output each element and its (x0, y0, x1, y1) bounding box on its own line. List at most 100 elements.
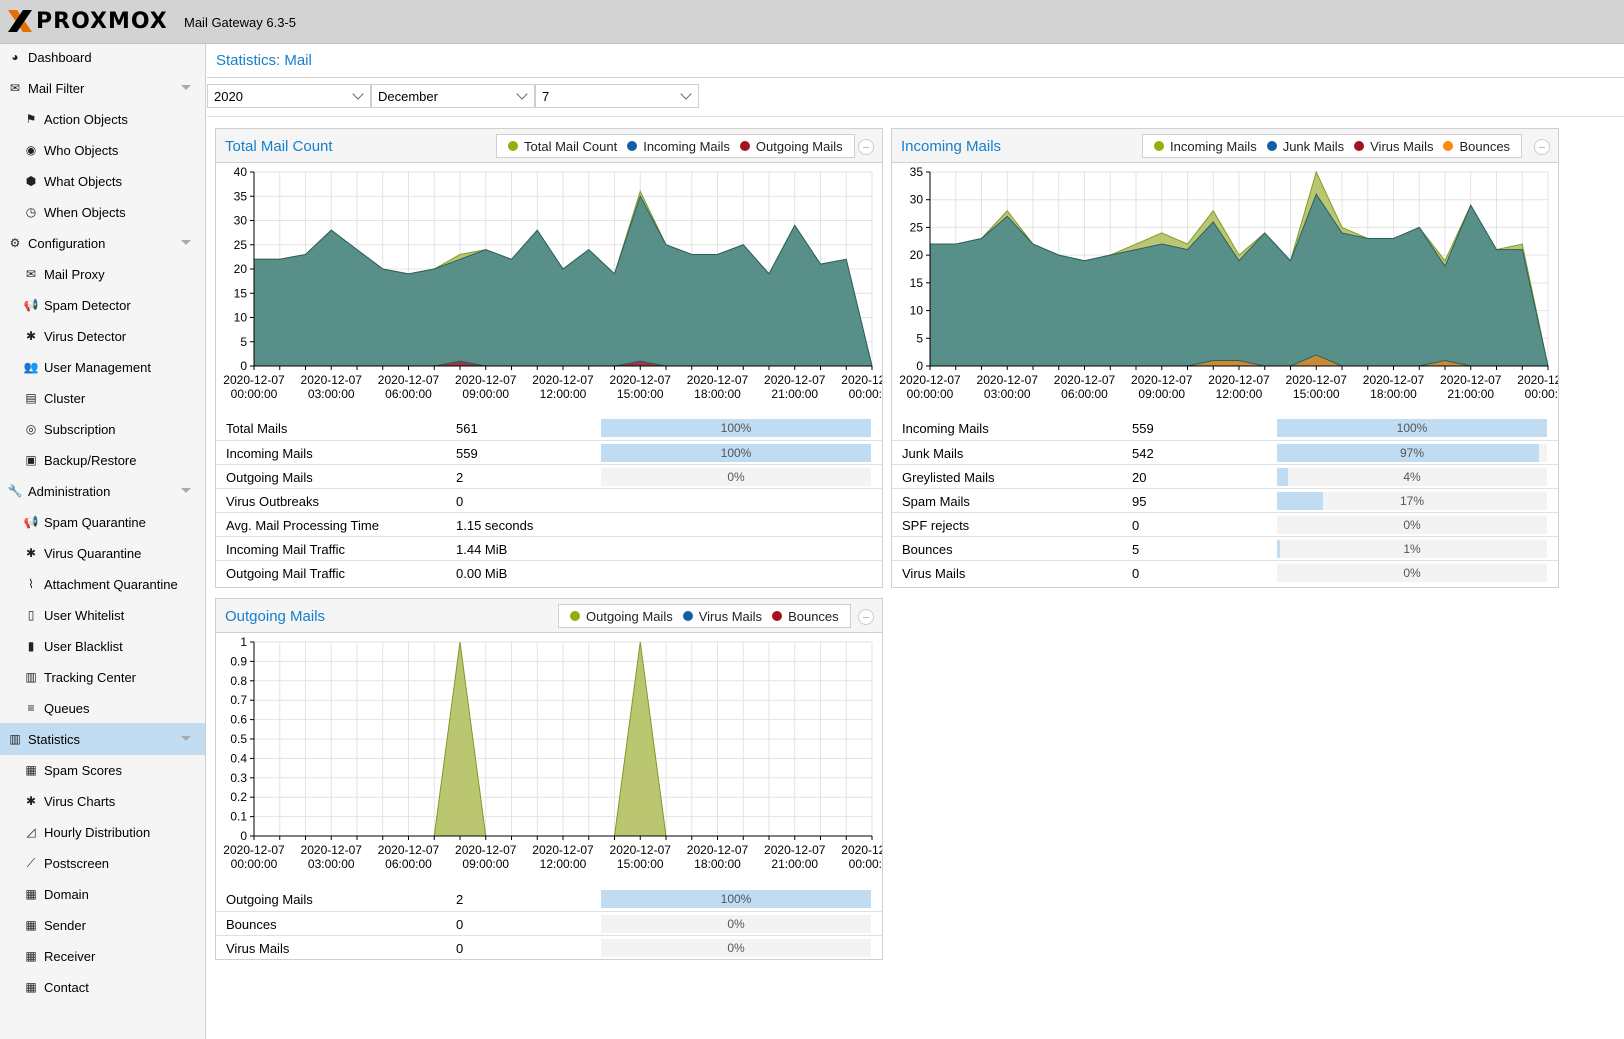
progress-fill (1277, 419, 1547, 437)
year-select[interactable]: 2020 (207, 84, 371, 108)
legend-item-virus[interactable]: Virus Mails (1354, 139, 1433, 154)
sidebar-item-spam-scores[interactable]: ▦ Spam Scores (0, 754, 205, 786)
legend-item-bounces[interactable]: Bounces (772, 609, 839, 624)
panel-title: Incoming Mails (901, 138, 1002, 155)
y-tick-label: 0 (240, 829, 247, 843)
x-tick-label-time: 09:00:00 (462, 387, 509, 401)
sidebar-item-label: Mail Filter (28, 80, 85, 96)
chevron-down-icon[interactable] (680, 88, 692, 100)
legend-item-junk[interactable]: Junk Mails (1266, 139, 1344, 154)
collapse-tool-icon[interactable] (1534, 139, 1550, 155)
legend-label: Incoming Mails (643, 138, 730, 154)
chevron-down-icon[interactable] (181, 736, 191, 741)
x-tick-label-time: 15:00:00 (617, 387, 664, 401)
bug-icon: ✱ (25, 794, 37, 808)
clock-icon: ◷ (25, 205, 37, 219)
chevron-down-icon[interactable] (181, 85, 191, 90)
sidebar-item-cluster[interactable]: ▤ Cluster (0, 382, 205, 414)
x-tick-label: 2020-12-07 06:00:00 (378, 843, 440, 871)
sidebar-item-label: User Whitelist (44, 607, 125, 623)
page-title: Statistics: Mail (216, 52, 312, 69)
sidebar-item-spam-detector[interactable]: 📢 Spam Detector (0, 289, 205, 321)
stat-name: SPF rejects (902, 518, 970, 533)
sidebar-item-dashboard[interactable]: ◕ Dashboard (0, 41, 205, 73)
legend-dot (1443, 141, 1454, 151)
legend-item-bounces[interactable]: Bounces (1443, 139, 1510, 154)
month-select[interactable]: December (371, 84, 535, 108)
chevron-down-icon[interactable] (352, 88, 364, 100)
sidebar-item-virus-detector[interactable]: ✱ Virus Detector (0, 320, 205, 352)
sidebar-item-receiver[interactable]: ▦ Receiver (0, 940, 205, 972)
progress-fill (1277, 540, 1280, 558)
legend-dot (1154, 141, 1164, 151)
sidebar-item-who-objects[interactable]: ◉ Who Objects (0, 134, 205, 166)
sidebar-item-configuration[interactable]: ⚙ Configuration (0, 227, 205, 259)
x-tick-label-time: 09:00:00 (462, 857, 509, 871)
stat-row: Total Mails 561 100% (216, 416, 882, 440)
sidebar-item-action-objects[interactable]: ⚑ Action Objects (0, 103, 205, 135)
server-icon: ▤ (25, 391, 37, 405)
sidebar-item-label: Sender (44, 917, 86, 933)
progress-percent: 0% (1403, 518, 1421, 532)
x-tick-label: 2020-12-07 15:00:00 (610, 373, 672, 401)
stat-value: 0 (456, 941, 464, 956)
sidebar-item-virus-charts[interactable]: ✱ Virus Charts (0, 785, 205, 817)
chevron-down-icon[interactable] (516, 88, 528, 100)
sidebar-item-postscreen[interactable]: ⟋ Postscreen (0, 847, 205, 879)
sidebar-item-attachment-quarantine[interactable]: ⌇ Attachment Quarantine (0, 568, 205, 600)
sidebar-item-what-objects[interactable]: ⬢ What Objects (0, 165, 205, 197)
stat-value: 95 (1132, 494, 1147, 509)
x-tick-label-date: 2020-12-08 (841, 373, 882, 387)
sidebar-item-statistics[interactable]: ▥ Statistics (0, 723, 205, 755)
sidebar-item-tracking-center[interactable]: ▥ Tracking Center (0, 661, 205, 693)
sidebar-item-backup-restore[interactable]: ▣ Backup/Restore (0, 444, 205, 476)
sidebar-item-contact[interactable]: ▦ Contact (0, 971, 205, 1003)
x-tick-label-time: 15:00:00 (617, 857, 664, 871)
sidebar-item-when-objects[interactable]: ◷ When Objects (0, 196, 205, 228)
legend-item-total[interactable]: Total Mail Count (508, 139, 617, 154)
sidebar-item-user-whitelist[interactable]: ▯ User Whitelist (0, 599, 205, 631)
legend-item-outgoing[interactable]: Outgoing Mails (570, 609, 673, 624)
y-tick-label: 15 (234, 286, 248, 300)
y-tick-label: 20 (234, 262, 248, 276)
x-tick-label: 2020-12-07 09:00:00 (455, 373, 517, 401)
series-area-junk-mails (929, 193, 1549, 367)
sidebar-item-user-management[interactable]: 👥 User Management (0, 351, 205, 383)
y-tick-label: 5 (916, 331, 923, 345)
legend-item-outgoing[interactable]: Outgoing Mails (739, 139, 843, 154)
sidebar-item-queues[interactable]: ≡ Queues (0, 692, 205, 724)
chevron-down-icon[interactable] (181, 240, 191, 245)
x-tick-label: 2020-12-07 12:00:00 (532, 843, 594, 871)
legend-item-incoming[interactable]: Incoming Mails (1154, 139, 1257, 154)
day-select[interactable]: 7 (535, 84, 699, 108)
progress-bar: 17% (1277, 492, 1547, 510)
stat-row: Virus Mails 0 0% (216, 935, 882, 959)
legend-item-virus[interactable]: Virus Mails (682, 609, 762, 624)
sidebar-item-hourly-distribution[interactable]: ◿ Hourly Distribution (0, 816, 205, 848)
proxmox-logo[interactable]: PROXMOX (6, 6, 168, 36)
x-tick-label-time: 21:00:00 (771, 857, 818, 871)
x-tick-label: 2020-12-07 03:00:00 (301, 843, 363, 871)
incoming-mails-panel: Incoming Mails Incoming Mails Junk Mails… (891, 128, 1559, 588)
x-tick-label-time: 00:00:00 (1525, 387, 1558, 401)
sidebar-item-mail-proxy[interactable]: ✉ Mail Proxy (0, 258, 205, 290)
stat-row: Incoming Mails 559 100% (216, 440, 882, 464)
sidebar-item-domain[interactable]: ▦ Domain (0, 878, 205, 910)
sidebar-item-user-blacklist[interactable]: ▮ User Blacklist (0, 630, 205, 662)
sidebar-item-subscription[interactable]: ◎ Subscription (0, 413, 205, 445)
chevron-down-icon[interactable] (181, 488, 191, 493)
x-tick-label-date: 2020-12-07 (610, 843, 672, 857)
collapse-tool-icon[interactable] (858, 609, 874, 625)
stat-row: Incoming Mail Traffic 1.44 MiB (216, 536, 882, 560)
sidebar-item-sender[interactable]: ▦ Sender (0, 909, 205, 941)
sidebar-item-administration[interactable]: 🔧 Administration (0, 475, 205, 507)
sidebar-item-virus-quarantine[interactable]: ✱ Virus Quarantine (0, 537, 205, 569)
legend-dot (627, 141, 638, 151)
legend-dot (1354, 141, 1365, 151)
sidebar-item-spam-quarantine[interactable]: 📢 Spam Quarantine (0, 506, 205, 538)
total-mail-count-panel: Total Mail Count Total Mail Count Incomi… (215, 128, 883, 588)
sidebar-item-mail-filter[interactable]: ✉ Mail Filter (0, 72, 205, 104)
legend-item-incoming[interactable]: Incoming Mails (627, 139, 730, 154)
progress-fill (601, 890, 871, 908)
collapse-tool-icon[interactable] (858, 139, 874, 155)
